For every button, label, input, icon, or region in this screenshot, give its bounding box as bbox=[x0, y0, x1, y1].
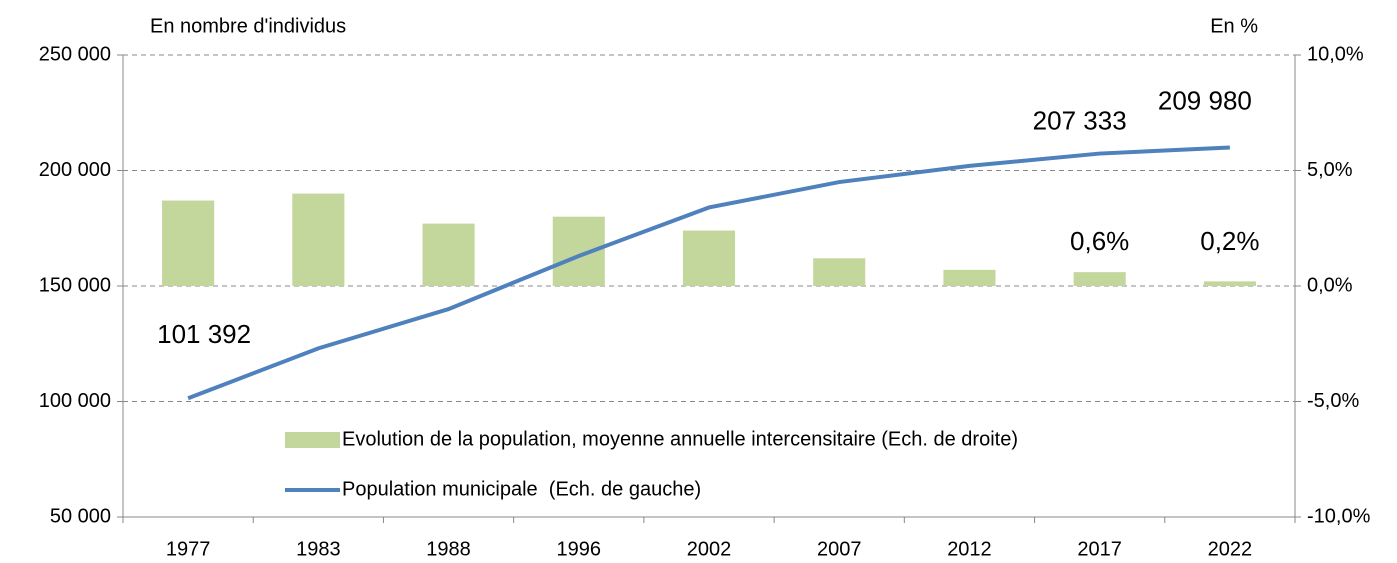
bar bbox=[813, 258, 866, 286]
y-tick-label: 150 000 bbox=[39, 274, 111, 296]
y2-tick-label: -10,0% bbox=[1307, 505, 1371, 527]
y-tick-label: 250 000 bbox=[39, 43, 111, 65]
x-tick-label: 2017 bbox=[1077, 538, 1122, 560]
x-tick-label: 1983 bbox=[296, 538, 341, 560]
bar bbox=[1073, 272, 1126, 286]
bar bbox=[162, 200, 215, 286]
y2-tick-label: 5,0% bbox=[1307, 159, 1353, 181]
y-axis-title: En nombre d'individus bbox=[150, 15, 346, 37]
line-value-label: 207 333 bbox=[1033, 105, 1127, 135]
y2-tick-label: 10,0% bbox=[1307, 43, 1364, 65]
x-tick-label: 2002 bbox=[687, 538, 732, 560]
x-tick-label: 2022 bbox=[1208, 538, 1253, 560]
y-tick-label: 50 000 bbox=[50, 505, 111, 527]
bar bbox=[292, 193, 345, 286]
x-tick-label: 2012 bbox=[947, 538, 992, 560]
x-tick-label: 1988 bbox=[426, 538, 471, 560]
bar-value-label: 0,2% bbox=[1200, 226, 1259, 256]
x-tick-label: 1977 bbox=[166, 538, 211, 560]
line-value-label: 209 980 bbox=[1158, 85, 1252, 115]
line bbox=[187, 145, 1230, 401]
bar bbox=[943, 269, 996, 286]
bar-value-label: 0,6% bbox=[1070, 226, 1129, 256]
y-tick-label: 100 000 bbox=[39, 390, 111, 412]
bar bbox=[1203, 281, 1256, 286]
y2-axis-title: En % bbox=[1210, 15, 1258, 37]
line-value-label: 101 392 bbox=[157, 319, 251, 349]
legend-label: Population municipale (Ech. de gauche) bbox=[342, 478, 701, 500]
x-tick-label: 1996 bbox=[557, 538, 602, 560]
y2-tick-label: 0,0% bbox=[1307, 274, 1353, 296]
x-tick-label: 2007 bbox=[817, 538, 862, 560]
bar bbox=[552, 216, 605, 286]
y2-tick-label: -5,0% bbox=[1307, 390, 1359, 412]
bar bbox=[682, 230, 736, 286]
y-tick-label: 200 000 bbox=[39, 159, 111, 181]
legend-label: Evolution de la population, moyenne annu… bbox=[342, 428, 1018, 450]
bar bbox=[422, 223, 475, 286]
legend-swatch bbox=[285, 432, 340, 448]
